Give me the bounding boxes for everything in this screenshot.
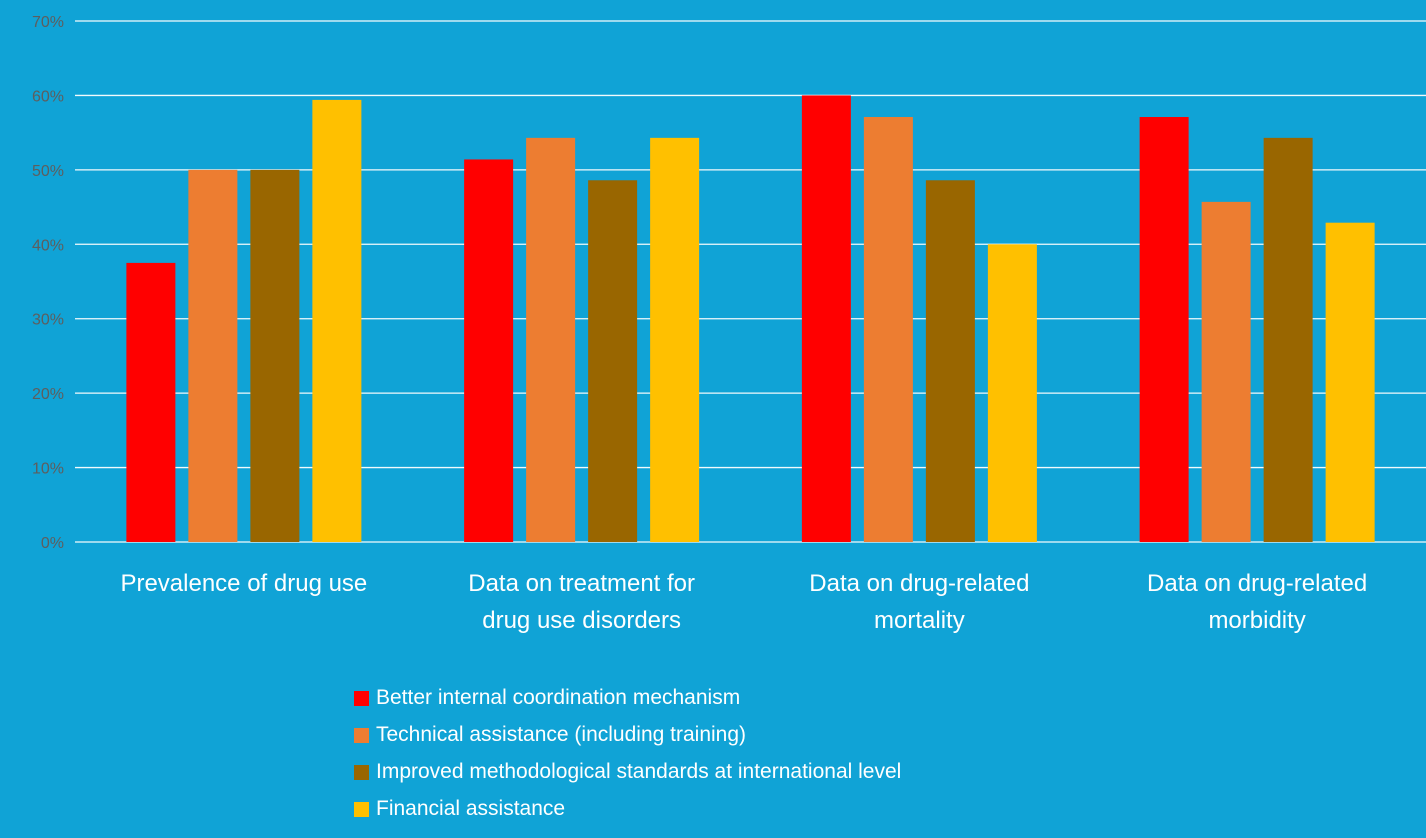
- x-category-label: morbidity: [1208, 607, 1305, 634]
- legend-label: Financial assistance: [376, 797, 566, 820]
- bar: [1325, 222, 1375, 543]
- y-tick-label: 70%: [32, 14, 64, 31]
- y-tick-label: 40%: [32, 237, 64, 254]
- legend: Better internal coordination mechanism T…: [354, 683, 974, 833]
- bar: [188, 169, 238, 542]
- bar: [588, 180, 638, 542]
- y-tick-label: 30%: [32, 312, 64, 329]
- x-category-label: Data on treatment for: [468, 570, 695, 597]
- bar: [250, 169, 300, 542]
- legend-label: Better internal coordination mechanism: [376, 686, 741, 709]
- y-tick-label: 20%: [32, 386, 64, 403]
- legend-item: Better internal coordination mechanism: [354, 683, 740, 713]
- legend-item: Technical assistance (including training…: [354, 720, 746, 750]
- x-category-label: drug use disorders: [482, 607, 681, 634]
- bar: [126, 262, 176, 542]
- y-tick-label: 0%: [41, 535, 64, 552]
- bar: [650, 137, 700, 543]
- x-category-label: mortality: [874, 607, 965, 634]
- bar: [464, 159, 514, 543]
- legend-label: Technical assistance (including training…: [376, 723, 747, 746]
- legend-item: Financial assistance: [354, 794, 565, 824]
- y-tick-label: 50%: [32, 163, 64, 180]
- legend-swatch: [354, 801, 369, 817]
- bar: [1139, 117, 1189, 543]
- x-category-label: Data on drug-related: [1147, 570, 1367, 597]
- y-tick-label: 60%: [32, 88, 64, 105]
- bar: [1263, 137, 1313, 543]
- bar: [1201, 201, 1251, 542]
- x-category-label: Data on drug-related: [809, 570, 1029, 597]
- legend-item: Improved methodological standards at int…: [354, 757, 901, 787]
- bar: [863, 117, 913, 543]
- legend-label: Improved methodological standards at int…: [376, 760, 902, 783]
- legend-swatch: [354, 764, 369, 780]
- x-category-label: Prevalence of drug use: [120, 570, 367, 597]
- bar: [526, 137, 576, 543]
- bar: [987, 244, 1037, 543]
- bar: [312, 99, 362, 542]
- legend-swatch: [354, 690, 369, 706]
- bar: [925, 180, 975, 542]
- legend-swatch: [354, 727, 369, 743]
- y-tick-label: 10%: [32, 461, 64, 478]
- bar: [801, 95, 851, 542]
